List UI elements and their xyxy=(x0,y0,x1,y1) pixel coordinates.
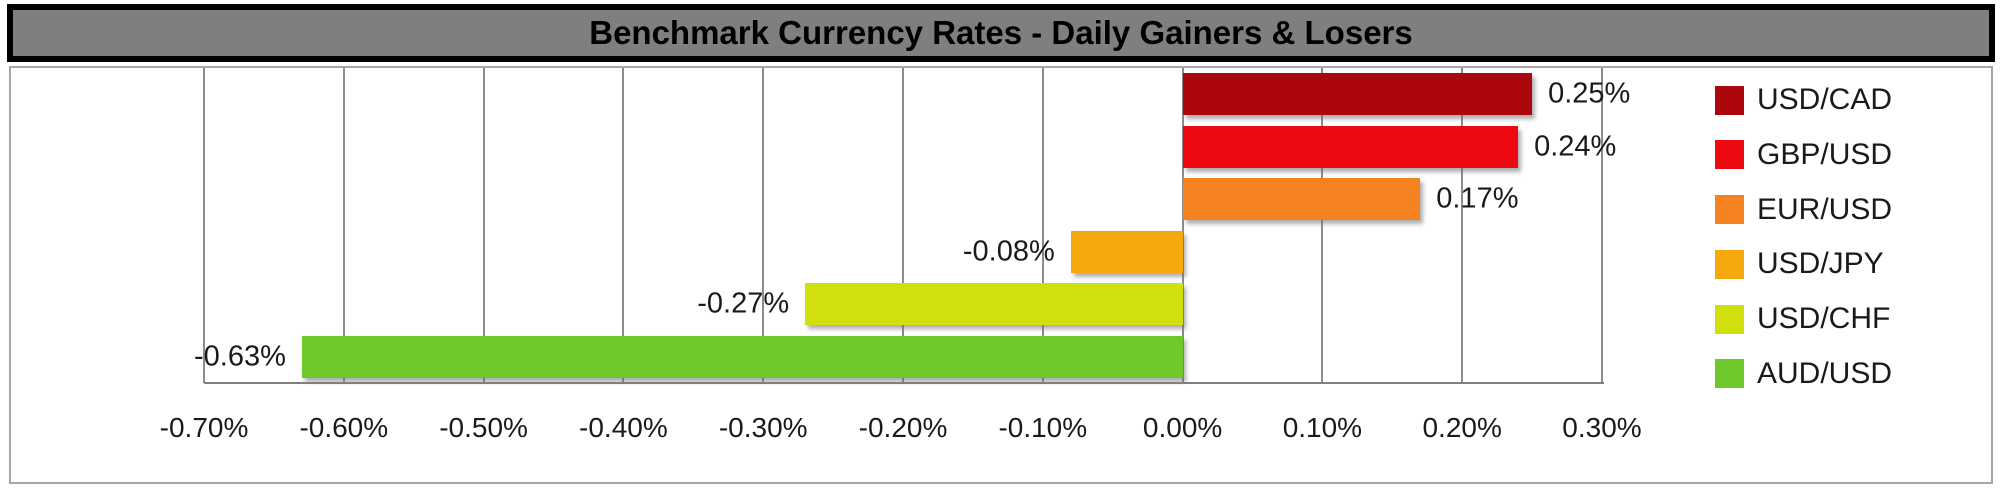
legend-item-gbp-usd: GBP/USD xyxy=(1715,137,1983,173)
legend-label-usd-cad: USD/CAD xyxy=(1757,83,1893,116)
gridline xyxy=(1181,68,1184,383)
legend-item-eur-usd: EUR/USD xyxy=(1715,192,1983,228)
gridline xyxy=(1601,68,1603,383)
bar-gbp-usd xyxy=(1182,125,1519,168)
legend-label-gbp-usd: GBP/USD xyxy=(1757,137,1893,171)
x-tick-label: -0.10% xyxy=(998,412,1088,443)
legend-swatch-aud-usd xyxy=(1715,359,1744,389)
bar-usd-cad xyxy=(1182,73,1533,116)
bar-value-label-usd-jpy: -0.08% xyxy=(962,235,1055,268)
bar-usd-chf xyxy=(805,283,1183,326)
gridline xyxy=(902,68,904,383)
legend-label-usd-chf: USD/CHF xyxy=(1757,302,1891,336)
legend-swatch-usd-cad xyxy=(1715,85,1744,115)
legend-swatch-gbp-usd xyxy=(1715,140,1744,170)
gridline xyxy=(342,68,345,383)
legend-item-usd-chf: USD/CHF xyxy=(1715,301,1983,337)
bar-eur-usd xyxy=(1182,178,1421,221)
bar-value-label-usd-cad: 0.25% xyxy=(1548,77,1631,110)
legend-item-aud-usd: AUD/USD xyxy=(1715,356,1983,392)
bar-value-label-aud-usd: -0.63% xyxy=(193,340,286,373)
bar-aud-usd xyxy=(301,335,1183,378)
bar-value-label-usd-chf: -0.27% xyxy=(697,287,790,320)
gridline xyxy=(762,68,765,383)
plot-area: -0.70% -0.60% -0.50% -0.40% -0.30% -0.20% -0.1… xyxy=(160,68,1642,443)
chart-area: -0.70% -0.60% -0.50% -0.40% -0.30% -0.20% -0.1… xyxy=(9,66,1993,484)
x-tick-label: 0.30% xyxy=(1562,412,1642,443)
bar-value-label-eur-usd: 0.17% xyxy=(1436,182,1519,215)
x-tick-label: -0.60% xyxy=(299,412,389,443)
x-tick-label: -0.30% xyxy=(718,412,808,443)
x-axis-line xyxy=(204,382,1604,384)
x-tick-label: -0.40% xyxy=(579,412,668,443)
chart-title-bar: Benchmark Currency Rates - Daily Gainers… xyxy=(7,4,1995,62)
legend-label-aud-usd: AUD/USD xyxy=(1757,356,1893,390)
legend-swatch-eur-usd xyxy=(1715,195,1744,225)
gridline xyxy=(482,68,485,383)
legend-item-usd-jpy: USD/JPY xyxy=(1715,246,1983,282)
legend-item-usd-cad: USD/CAD xyxy=(1715,82,1983,118)
bar-usd-jpy xyxy=(1070,230,1183,273)
legend-label-eur-usd: EUR/USD xyxy=(1757,192,1893,226)
x-tick-label: 0.10% xyxy=(1282,412,1363,443)
x-tick-label: 0.20% xyxy=(1422,412,1502,443)
gridline xyxy=(1321,68,1324,383)
gridline xyxy=(622,68,625,383)
chart-title: Benchmark Currency Rates - Daily Gainers… xyxy=(589,14,1413,51)
x-tick-label: 0.00% xyxy=(1142,412,1223,443)
legend: USD/CAD GBP/USD EUR/USD USD/JPY USD/CHF AUD/U… xyxy=(1715,82,1983,392)
legend-label-usd-jpy: USD/JPY xyxy=(1757,247,1884,281)
x-tick-label: -0.70% xyxy=(159,412,249,443)
bar-value-label-gbp-usd: 0.24% xyxy=(1534,130,1617,163)
x-tick-label: -0.20% xyxy=(858,412,948,443)
x-tick-label: -0.50% xyxy=(439,412,528,443)
gridline xyxy=(203,68,205,383)
legend-swatch-usd-chf xyxy=(1715,304,1744,334)
gridline xyxy=(1041,68,1044,383)
gridline xyxy=(1461,68,1464,383)
legend-swatch-usd-jpy xyxy=(1715,249,1744,279)
